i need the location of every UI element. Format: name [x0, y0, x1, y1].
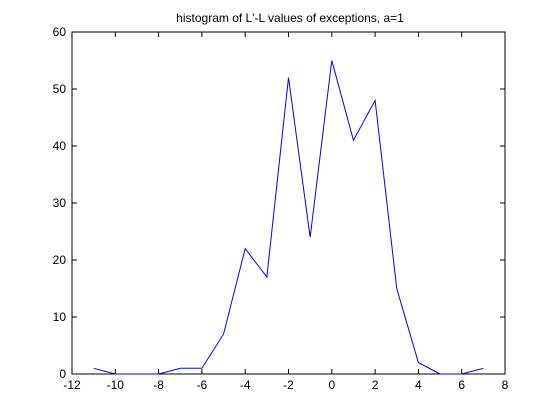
y-tick-label-1: 10: [53, 310, 67, 324]
plot-frame: [71, 31, 506, 375]
x-tick-label-10: 8: [502, 378, 509, 392]
x-tick-label-2: -8: [153, 378, 164, 392]
x-tick-label-7: 2: [372, 378, 379, 392]
y-tick-label-3: 30: [53, 196, 67, 210]
x-tick-label-8: 4: [415, 378, 422, 392]
x-tick-label-6: 0: [328, 378, 335, 392]
y-tick-label-2: 20: [53, 253, 67, 267]
y-tick-label-4: 40: [53, 139, 67, 153]
x-tick-label-4: -4: [240, 378, 251, 392]
chart-title: histogram of L'-L values of exceptions, …: [176, 11, 404, 25]
y-tick-label-5: 50: [53, 82, 67, 96]
x-tick-label-9: 6: [458, 378, 465, 392]
x-tick-label-5: -2: [283, 378, 294, 392]
y-tick-label-0: 0: [59, 367, 66, 381]
series-line-0: [93, 60, 484, 375]
x-tick-label-1: -10: [107, 378, 125, 392]
series-layer: [93, 60, 484, 375]
x-tick-label-0: -12: [63, 378, 81, 392]
axes-layer: -12 -10 -8 -6 -4 -2 0 2 4 6 8 0 10 20 30 40 50 60: [53, 25, 509, 392]
x-tick-label-3: -6: [197, 378, 208, 392]
y-tick-label-6: 60: [53, 25, 67, 39]
